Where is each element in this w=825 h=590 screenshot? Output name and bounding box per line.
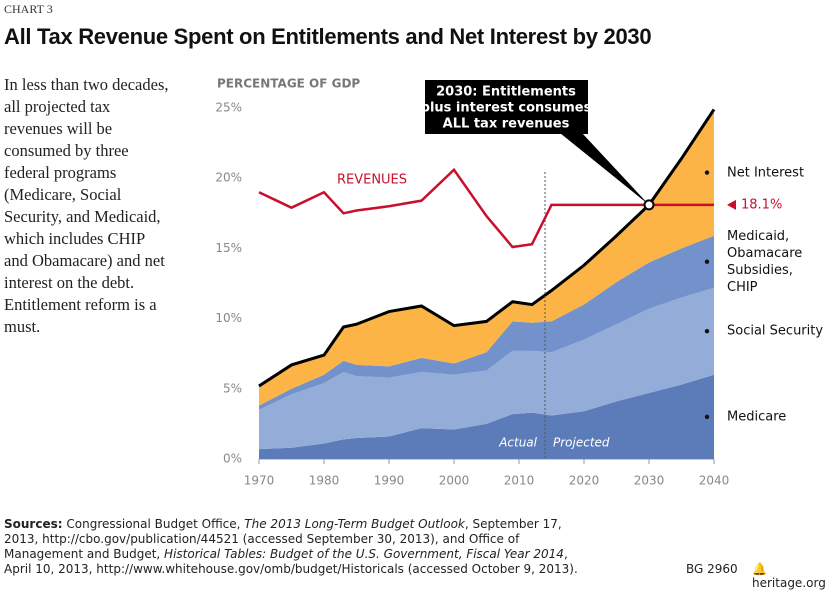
area — [259, 374, 714, 459]
x-tick-label: 1970 — [244, 474, 275, 488]
series-label: Social Security — [727, 323, 824, 339]
callout-pointer — [560, 133, 649, 205]
source-text: , April 10, 2013, http://www.whitehouse.… — [4, 547, 578, 576]
x-tick-label: 2020 — [569, 474, 600, 488]
divider-left: Actual — [498, 436, 537, 450]
kicker: CHART 3 — [4, 2, 53, 16]
value-label: 18.1% — [741, 197, 782, 212]
x-tick-label: 2040 — [699, 474, 730, 488]
sidebar: In less than two decades, all projected … — [4, 75, 169, 336]
label-dot — [704, 414, 710, 420]
area — [259, 109, 714, 406]
x-tick-label: 1980 — [309, 474, 340, 488]
total-line — [258, 108, 716, 388]
label-arrow — [727, 199, 736, 210]
y-tick-label: 15% — [215, 241, 242, 255]
source-text: Congressional Budget Office, — [66, 517, 245, 531]
callout-text: plus interest consumes — [421, 101, 592, 116]
revenue-label: REVENUES — [337, 173, 407, 188]
callout-text: 2030: Entitlements — [436, 85, 576, 100]
revenue-line — [258, 167, 714, 249]
y-tick-label: 0% — [223, 452, 242, 466]
sources: Sources: Congressional Budget Office, Th… — [4, 517, 594, 577]
y-tick-label: 25% — [215, 101, 242, 115]
y-tick-label: 20% — [215, 171, 242, 185]
sources-label: Sources: — [4, 517, 63, 531]
y-tick-label: 10% — [215, 311, 242, 325]
area — [259, 287, 714, 450]
label-dot — [704, 170, 710, 175]
report-code: BG 2960 — [686, 562, 738, 576]
callout-box — [425, 80, 588, 134]
label-dot — [704, 329, 710, 334]
source-text: The 2013 Long-Term Budget Outlook — [244, 517, 465, 531]
series-label: Medicaid, Obamacare Subsidies, CHIP — [727, 228, 803, 295]
x-tick-label: 1990 — [374, 474, 405, 488]
y-axis-label: PERCENTAGE OF GDP — [217, 77, 360, 91]
callout-text: ALL tax revenues — [443, 117, 570, 132]
area — [259, 235, 714, 410]
series-label: Medicare — [727, 409, 787, 425]
label-dot — [704, 259, 710, 264]
x-tick-label: 2010 — [504, 474, 535, 488]
source-text: Historical Tables: Budget of the U.S. Go… — [164, 547, 564, 561]
divider-right: Projected — [553, 436, 610, 450]
title: All Tax Revenue Spent on Entitlements an… — [4, 24, 652, 49]
y-tick-label: 5% — [223, 381, 242, 395]
x-tick-label: 2000 — [439, 474, 470, 488]
intersection — [643, 199, 655, 211]
x-tick-label: 2030 — [634, 474, 665, 488]
series-label: Net Interest — [727, 165, 805, 181]
source-text: , September 17, 2013, http://cbo.gov/pub… — [4, 517, 562, 561]
